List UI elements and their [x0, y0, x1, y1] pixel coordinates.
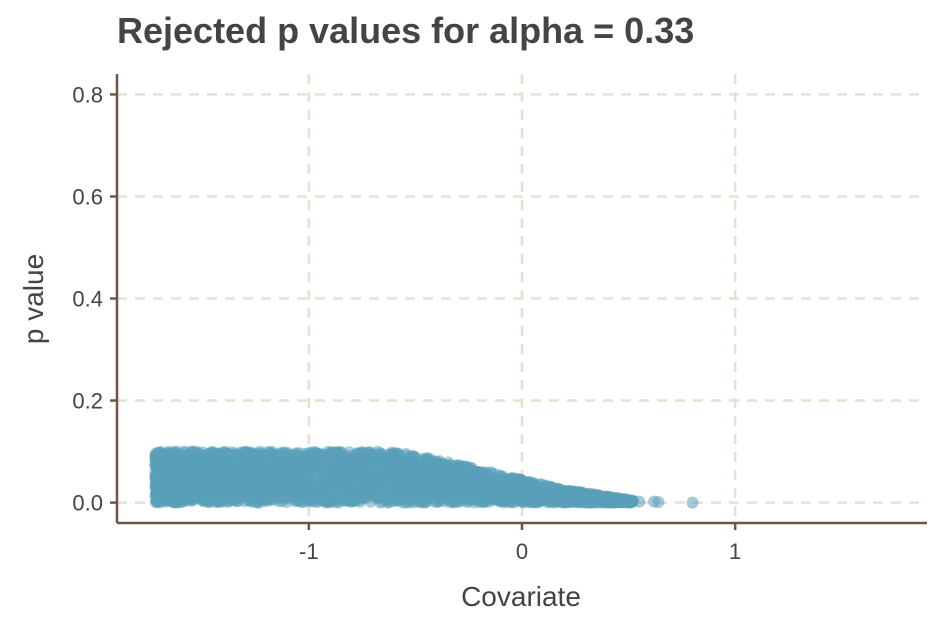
x-tick-label: 0 — [516, 539, 528, 564]
y-tick-label: 0.8 — [72, 82, 103, 107]
data-point — [392, 480, 405, 493]
data-point — [371, 491, 384, 504]
data-point — [442, 478, 455, 491]
data-point — [538, 487, 551, 500]
data-point — [302, 447, 315, 460]
data-point — [332, 447, 345, 460]
data-point — [298, 478, 311, 490]
data-point — [616, 495, 629, 508]
data-point — [212, 480, 225, 493]
x-tick-label: 1 — [729, 539, 741, 564]
data-point — [456, 460, 469, 473]
data-point — [176, 485, 189, 498]
data-point — [383, 493, 396, 505]
data-point — [321, 446, 334, 458]
data-point — [223, 495, 236, 508]
data-point — [210, 448, 223, 460]
data-point — [474, 491, 486, 504]
data-point — [399, 455, 412, 467]
data-point — [504, 494, 517, 507]
data-point — [419, 453, 432, 466]
data-point — [652, 496, 665, 509]
data-point — [171, 496, 184, 509]
y-tick-label: 0.2 — [72, 389, 103, 414]
data-point — [317, 470, 330, 483]
data-point — [430, 455, 443, 468]
data-point — [275, 475, 288, 487]
data-point — [497, 473, 510, 486]
data-point — [291, 485, 304, 498]
data-point — [579, 491, 592, 504]
x-axis-title: Covariate — [461, 581, 581, 612]
data-point — [185, 445, 198, 458]
data-point — [238, 446, 251, 459]
data-point — [473, 465, 486, 478]
data-point — [557, 485, 570, 498]
data-point — [560, 494, 573, 507]
data-point — [399, 496, 412, 509]
y-tick-label: 0.0 — [72, 491, 103, 516]
data-point — [188, 493, 201, 506]
data-point — [395, 468, 408, 481]
data-point — [153, 494, 166, 507]
y-tick-label: 0.4 — [72, 287, 103, 312]
data-point — [231, 467, 244, 480]
data-point — [384, 460, 397, 473]
data-point — [155, 463, 168, 476]
data-point — [356, 446, 369, 459]
y-axis-title: p value — [18, 254, 49, 344]
data-point — [380, 476, 393, 489]
data-point — [429, 489, 442, 502]
data-point — [290, 448, 302, 461]
data-point — [261, 456, 274, 469]
data-point — [492, 486, 505, 499]
data-point — [409, 486, 422, 498]
data-point — [268, 466, 281, 479]
data-point — [456, 475, 469, 488]
data-point — [633, 495, 646, 508]
data-point — [547, 486, 560, 499]
data-point — [216, 467, 229, 480]
data-point — [318, 484, 331, 497]
data-point — [202, 486, 215, 499]
data-point — [318, 458, 331, 471]
data-point — [686, 496, 699, 509]
data-point — [153, 448, 166, 461]
data-point — [171, 472, 184, 485]
data-point — [601, 493, 614, 506]
data-point — [275, 456, 288, 469]
data-point — [302, 488, 315, 500]
data-point — [192, 456, 205, 469]
data-point — [431, 480, 444, 493]
data-point — [256, 469, 269, 482]
data-point — [265, 487, 278, 500]
data-point — [155, 478, 168, 491]
y-tick-label: 0.6 — [72, 184, 103, 209]
data-point — [516, 478, 528, 491]
data-point — [287, 460, 300, 473]
data-point — [174, 449, 187, 462]
chart-title: Rejected p values for alpha = 0.33 — [117, 10, 695, 51]
data-point — [333, 468, 346, 481]
data-point — [388, 450, 401, 463]
x-tick-label: -1 — [299, 539, 319, 564]
data-point — [241, 472, 254, 485]
data-point — [527, 493, 540, 506]
data-point — [180, 462, 193, 475]
axis-ticks: 0.0 0.2 0.4 0.6 0.8 -1 0 1 — [72, 82, 741, 564]
data-points — [149, 445, 699, 509]
data-point — [192, 483, 205, 496]
data-point — [280, 496, 293, 508]
data-point — [356, 489, 369, 502]
data-point — [200, 464, 213, 477]
data-point — [355, 467, 367, 480]
